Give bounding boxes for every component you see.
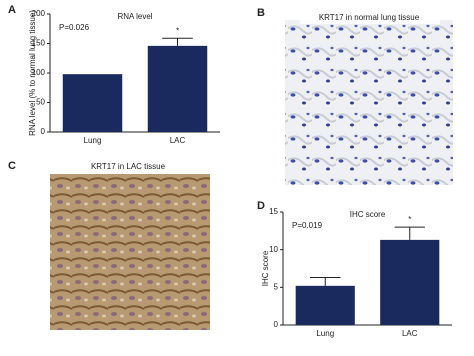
error-bar <box>394 226 425 240</box>
caption-bg <box>300 12 440 24</box>
x-tick-label: LAC <box>170 136 186 145</box>
y-tick-label: 100 <box>32 68 46 77</box>
error-bar <box>162 37 193 46</box>
chart-title: RNA level <box>117 12 152 21</box>
y-tick-label: 10 <box>269 245 278 254</box>
y-tick-label: 150 <box>32 39 46 48</box>
x-tick-label: Lung <box>84 136 102 145</box>
error-bar <box>310 277 341 286</box>
image-caption: KRT17 in normal lung tissue <box>319 13 420 22</box>
bar <box>62 74 123 132</box>
chart-title: IHC score <box>350 210 386 219</box>
significance: * <box>176 26 179 35</box>
y-tick-label: 0 <box>274 320 279 329</box>
panel-label: A <box>8 4 16 16</box>
panel-label: B <box>257 7 265 19</box>
y-tick-label: 5 <box>274 282 279 291</box>
annotation: P=0.019 <box>292 221 323 230</box>
bar <box>147 45 208 132</box>
micrograph <box>50 174 210 330</box>
x-tick-label: Lung <box>316 329 334 338</box>
panel-label: C <box>8 160 16 172</box>
annotation: P=0.026 <box>59 23 90 32</box>
micrograph <box>285 20 453 185</box>
y-tick-label: 200 <box>32 9 46 18</box>
y-tick-label: 50 <box>36 98 45 107</box>
significance: * <box>408 215 411 224</box>
bar <box>380 239 440 325</box>
y-tick-label: 0 <box>41 127 46 136</box>
y-tick-label: 15 <box>269 207 278 216</box>
panel-label: D <box>257 200 265 212</box>
bar <box>295 285 355 325</box>
x-tick-label: LAC <box>402 329 418 338</box>
y-axis-label: RNA level (% to normal lung tissue) <box>28 10 37 136</box>
image-caption: KRT17 in LAC tissue <box>91 162 166 171</box>
y-axis-label: IHC score <box>261 250 270 286</box>
